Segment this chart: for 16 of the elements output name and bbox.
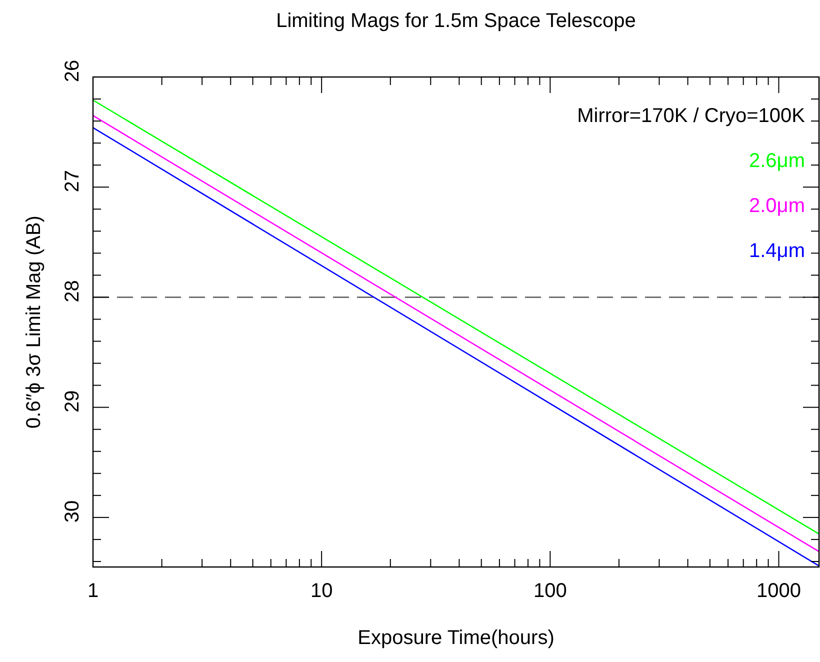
y-tick-label: 28	[61, 280, 84, 302]
x-tick-label: 100	[533, 580, 567, 602]
legend-title: Mirror=170K / Cryo=100K	[577, 105, 806, 127]
y-tick-label: 29	[61, 390, 84, 412]
x-tick-label: 1	[87, 580, 99, 602]
y-tick-label: 26	[61, 60, 84, 82]
text: 2.6μm	[749, 150, 805, 172]
y-axis-title: 0.6″ϕ 3σ Limit Mag (AB)	[23, 216, 45, 428]
y-tick-label: 30	[61, 500, 84, 523]
y-tick-label: 27	[61, 170, 84, 192]
x-tick-label: 1000	[756, 580, 801, 602]
chart-title: Limiting Mags for 1.5m Space Telescope	[276, 10, 636, 32]
text: 2.0μm	[749, 195, 805, 217]
x-axis-title: Exposure Time(hours)	[358, 627, 554, 649]
text: 1.4μm	[749, 240, 805, 262]
x-tick-label: 10	[310, 580, 333, 602]
